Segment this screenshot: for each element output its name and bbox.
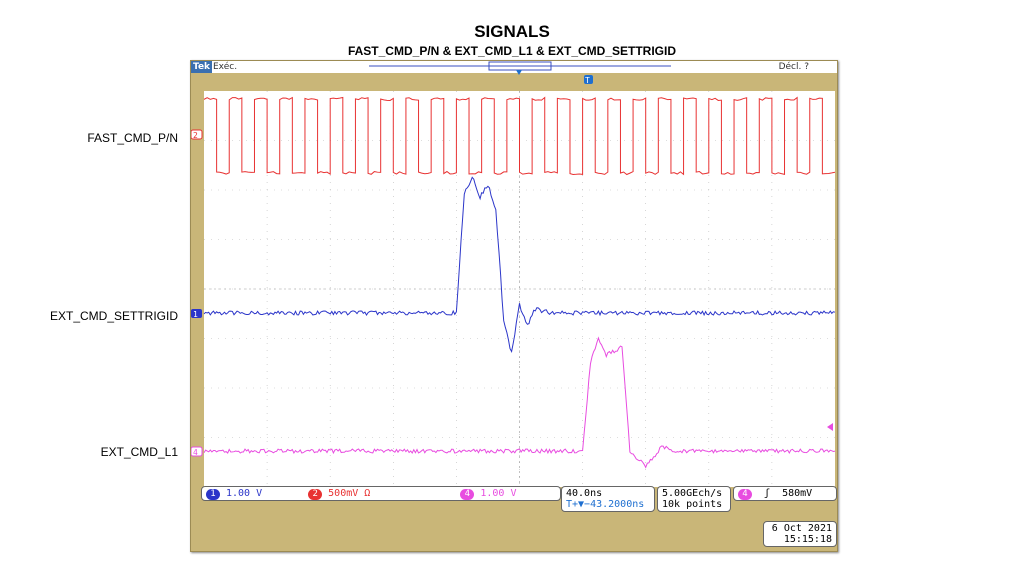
trigger-channel-chip: 4: [738, 489, 752, 500]
record-length: 10k points: [662, 499, 726, 510]
svg-text:4: 4: [193, 448, 198, 457]
ch2-marker: 2: [191, 130, 202, 140]
scope-display: T 2 1 4: [191, 61, 837, 551]
label-ext-cmd-l1: EXT_CMD_L1: [0, 445, 178, 459]
ch1-marker: 1: [191, 309, 202, 319]
date: 6 Oct 2021: [768, 523, 832, 534]
ch2-scale: 500mV Ω: [328, 488, 370, 499]
trigger-level: 580mV: [782, 488, 812, 499]
ch1-chip: 1: [206, 489, 220, 500]
trigger-box: 4 ʃ 580mV: [733, 486, 837, 501]
datetime-box: 6 Oct 2021 15:15:18: [763, 521, 837, 547]
ch4-marker: 4: [191, 447, 202, 457]
oscilloscope-frame: Tek Exéc. Décl. ? T 2 1 4 1 1.00 V 2 500mV: [190, 60, 838, 552]
channel-scales-box: 1 1.00 V 2 500mV Ω 4 1.00 V: [201, 486, 561, 501]
svg-text:2: 2: [193, 131, 198, 140]
ch1-scale: 1.00 V: [226, 488, 262, 499]
label-fast-cmd: FAST_CMD_P/N: [0, 131, 178, 145]
ch4-scale: 1.00 V: [480, 488, 516, 499]
ch2-chip: 2: [308, 489, 322, 500]
trigger-delay: T+▼−43.2000ns: [566, 499, 650, 510]
svg-text:T: T: [585, 76, 590, 85]
time: 15:15:18: [768, 534, 832, 545]
timebase-box: 40.0ns T+▼−43.2000ns: [561, 486, 655, 512]
trigger-slope-icon: ʃ: [764, 488, 770, 499]
svg-text:1: 1: [193, 310, 198, 319]
sample-rate: 5.00GEch/s: [662, 488, 726, 499]
chart-subtitle: FAST_CMD_P/N & EXT_CMD_L1 & EXT_CMD_SETT…: [0, 44, 1024, 58]
acquisition-box: 5.00GEch/s 10k points: [657, 486, 731, 512]
trigger-position-marker: [516, 70, 522, 75]
label-ext-cmd-settrigid: EXT_CMD_SETTRIGID: [0, 309, 178, 323]
ch4-chip: 4: [460, 489, 474, 500]
timebase: 40.0ns: [566, 488, 650, 499]
chart-title: SIGNALS: [0, 22, 1024, 42]
